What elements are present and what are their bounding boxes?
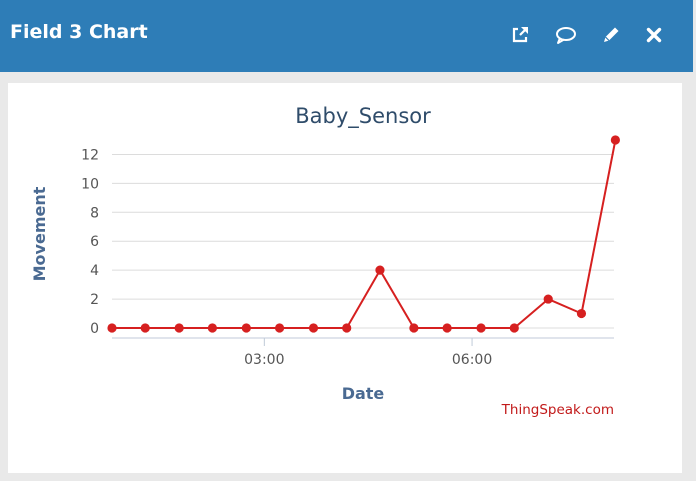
data-point bbox=[274, 323, 285, 333]
data-point bbox=[509, 323, 519, 333]
grid-lines bbox=[112, 153, 614, 329]
close-button[interactable] bbox=[641, 22, 667, 48]
data-point bbox=[442, 323, 452, 333]
data-point bbox=[409, 323, 419, 333]
data-point bbox=[576, 308, 587, 319]
y-tick-label: 8 bbox=[90, 205, 99, 221]
chart-title: Baby_Sensor bbox=[295, 104, 431, 129]
data-point bbox=[308, 323, 319, 333]
thingspeak-credit-link[interactable]: ThingSpeak.com bbox=[501, 402, 614, 418]
external-link-icon bbox=[512, 27, 528, 43]
x-axis-ticks: 03:00 06:00 bbox=[244, 338, 492, 368]
comment-button[interactable] bbox=[553, 22, 579, 48]
data-point bbox=[476, 323, 486, 333]
close-icon bbox=[646, 27, 662, 43]
data-point bbox=[375, 265, 385, 275]
line-chart: 0 2 4 6 8 10 12 03:00 06:00 Baby_Sensor Date Mo… bbox=[30, 104, 620, 418]
y-tick-label: 0 bbox=[90, 321, 99, 337]
window-title: Field 3 Chart bbox=[10, 21, 148, 43]
y-tick-label: 12 bbox=[81, 147, 99, 163]
y-tick-label: 2 bbox=[90, 292, 99, 308]
data-point bbox=[207, 323, 217, 333]
x-axis-label: Date bbox=[342, 384, 385, 403]
data-point bbox=[107, 323, 117, 333]
open-external-button[interactable] bbox=[507, 22, 533, 48]
data-point bbox=[241, 323, 251, 333]
series-movement bbox=[107, 135, 620, 333]
y-tick-label: 4 bbox=[90, 263, 99, 279]
y-tick-label: 10 bbox=[81, 176, 99, 192]
y-tick-label: 6 bbox=[90, 234, 99, 250]
chart-panel: 0 2 4 6 8 10 12 03:00 06:00 Baby_Sensor Date Mo… bbox=[8, 83, 682, 473]
comment-icon bbox=[556, 27, 576, 44]
pencil-icon bbox=[604, 27, 619, 42]
x-tick-label: 03:00 bbox=[244, 352, 284, 368]
x-tick-label: 06:00 bbox=[452, 352, 492, 368]
series-line bbox=[112, 139, 617, 329]
y-axis-label: Movement bbox=[30, 186, 49, 281]
data-point bbox=[342, 323, 352, 333]
data-point bbox=[543, 294, 553, 304]
y-axis-ticks: 0 2 4 6 8 10 12 bbox=[81, 147, 99, 337]
data-point bbox=[140, 323, 150, 333]
window-header: Field 3 Chart bbox=[0, 0, 693, 72]
data-point bbox=[174, 323, 184, 333]
edit-button[interactable] bbox=[598, 22, 624, 48]
data-point bbox=[610, 135, 620, 145]
